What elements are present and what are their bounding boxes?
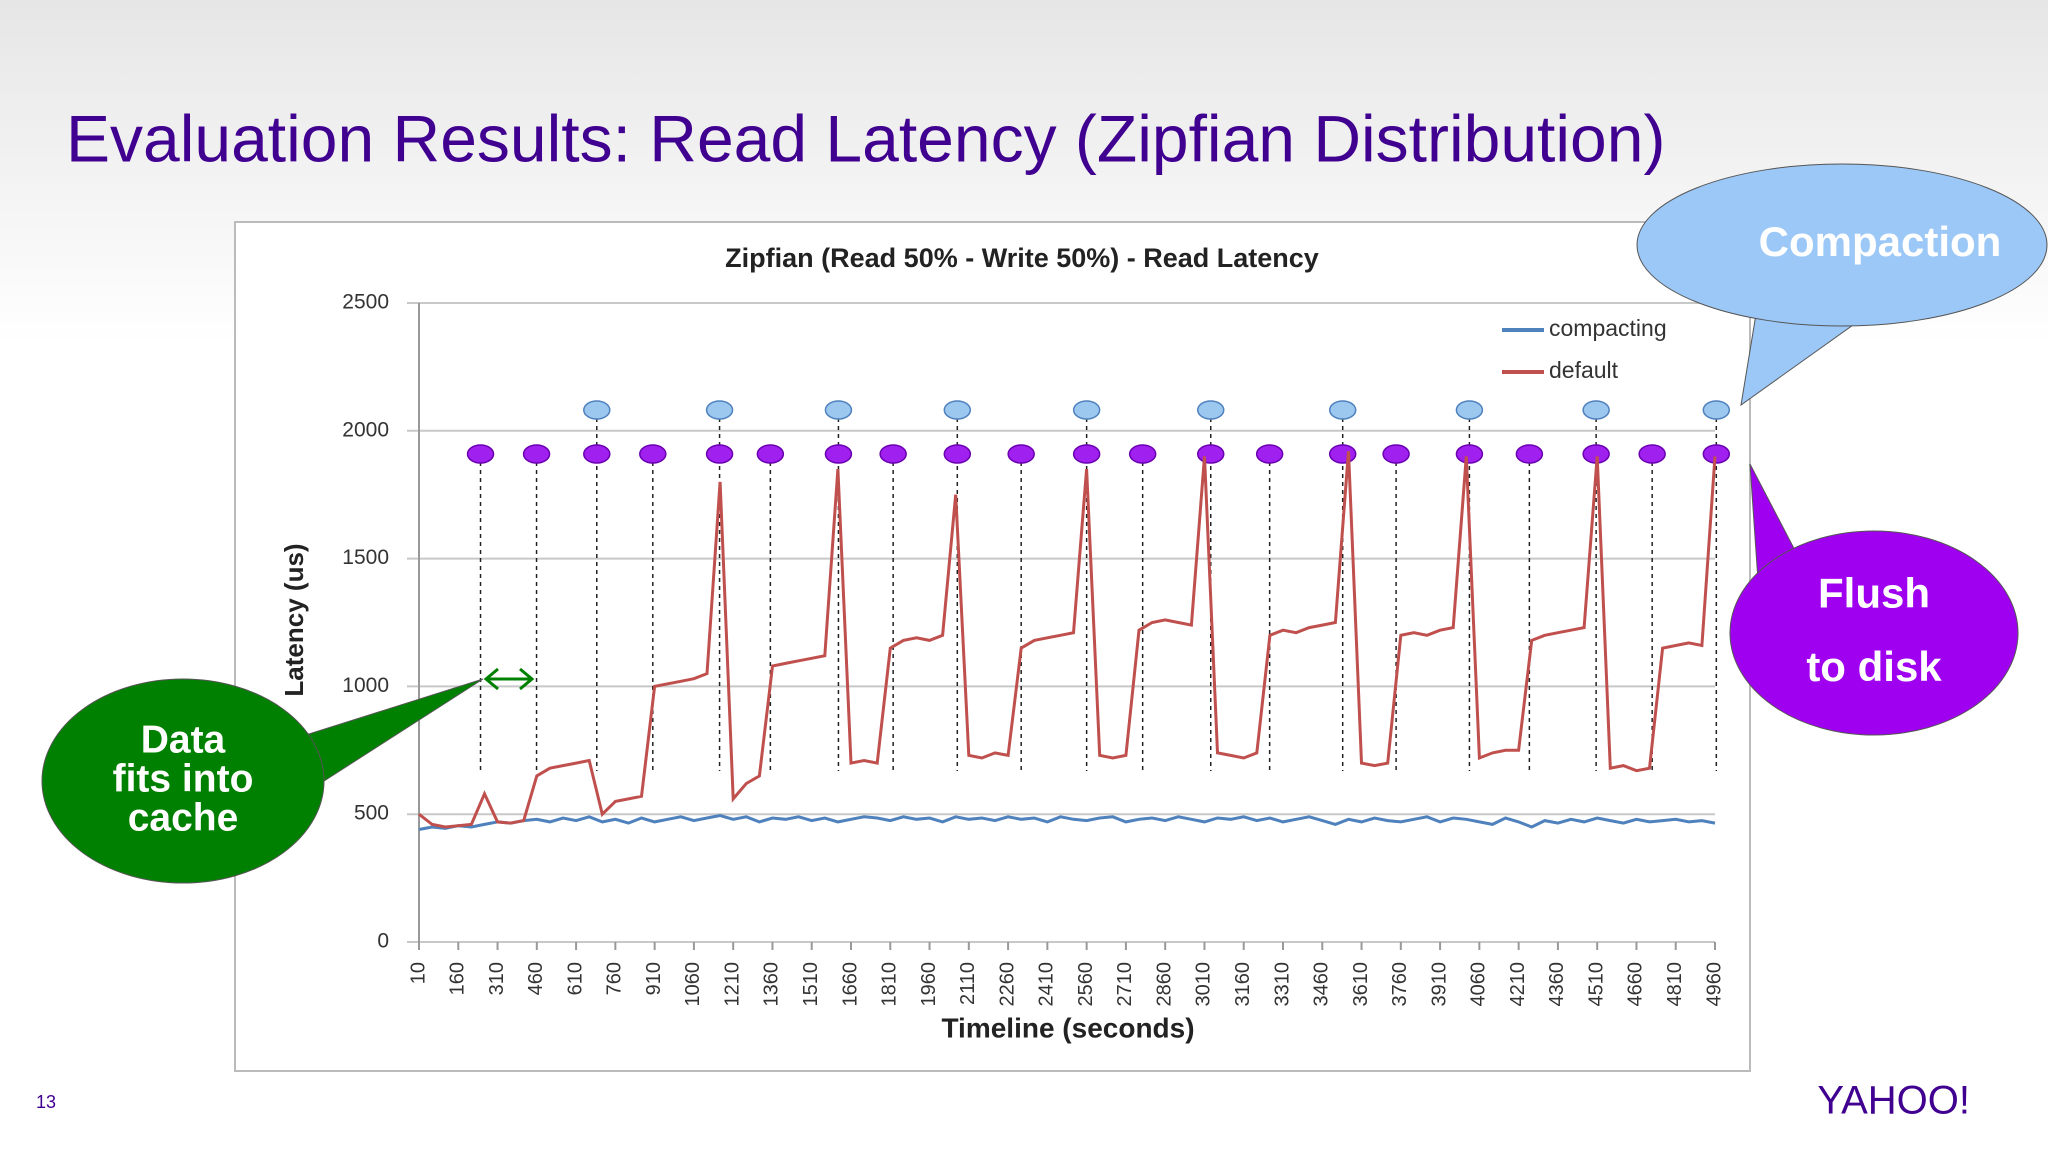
flush-marker [1328, 444, 1357, 464]
x-tick-label: 2410 [1036, 962, 1058, 1007]
flush-marker [1196, 444, 1225, 464]
x-tick-label: 2110 [957, 962, 979, 1005]
series-line [418, 813, 1716, 831]
flush-marker [1128, 444, 1157, 464]
flush-marker [1515, 444, 1544, 464]
x-tick-label: 4510 [1585, 962, 1607, 1007]
y-tick-label: 2000 [342, 418, 389, 441]
x-tick-label: 1960 [918, 962, 940, 1007]
x-tick-label: 2860 [1153, 962, 1175, 1007]
flush-marker [639, 444, 667, 464]
x-tick-label: 310 [486, 962, 508, 995]
callout [1729, 530, 2019, 736]
y-tick-label: 0 [377, 930, 389, 953]
x-tick-label: 3760 [1389, 962, 1411, 1007]
y-tick-label: 1500 [342, 546, 389, 569]
x-tick-label: 1210 [721, 962, 743, 1007]
arrow-head [483, 667, 499, 691]
x-tick-label: 3010 [1193, 962, 1215, 1007]
x-tick-label: 610 [564, 962, 586, 995]
flush-marker [756, 444, 785, 464]
compaction-marker [824, 400, 853, 420]
compaction-marker [1072, 400, 1101, 420]
arrow-head [519, 667, 535, 691]
flush-marker [1455, 444, 1484, 464]
y-tick-label: 1000 [342, 674, 389, 697]
slide-title: Evaluation Results: Read Latency (Zipfia… [66, 101, 1665, 175]
flush-marker [1007, 444, 1035, 464]
x-tick-label: 4660 [1625, 962, 1647, 1007]
x-tick-label: 460 [525, 962, 547, 995]
flush-marker [522, 444, 551, 464]
flush-marker [879, 444, 907, 464]
flush-marker [1702, 444, 1731, 464]
logo: YAHOO! [1817, 1079, 1970, 1123]
x-tick-label: 4210 [1507, 962, 1529, 1007]
chart-title: Zipfian (Read 50% - Write 50%) - Read La… [725, 243, 1319, 273]
callout-text: cache [128, 796, 239, 839]
legend-label: compacting [1549, 315, 1667, 341]
x-tick-label: 760 [604, 962, 626, 995]
x-tick-label: 4060 [1468, 962, 1490, 1007]
x-tick-label: 3160 [1232, 962, 1254, 1007]
flush-marker [824, 444, 853, 464]
callout-text: Flush [1818, 569, 1930, 616]
callout [41, 678, 325, 884]
x-tick-label: 910 [643, 962, 665, 995]
y-axis-label: Latency (us) [279, 543, 309, 696]
flush-marker [1638, 444, 1666, 464]
x-tick-label: 2260 [996, 962, 1018, 1007]
x-tick-label: 1660 [839, 962, 861, 1007]
flush-marker [1072, 444, 1101, 464]
y-tick-label: 2500 [342, 291, 389, 314]
x-tick-label: 3310 [1271, 962, 1293, 1007]
x-tick-label: 4360 [1546, 962, 1568, 1007]
compaction-marker [1582, 400, 1610, 420]
x-tick-label: 10 [407, 962, 429, 984]
callout-text: fits into [113, 757, 254, 800]
x-tick-label: 4960 [1703, 962, 1725, 1007]
compaction-marker [583, 400, 611, 420]
compaction-marker [1196, 400, 1225, 420]
compaction-marker [1455, 400, 1484, 420]
compaction-marker [1702, 400, 1731, 420]
x-tick-label: 1510 [800, 962, 822, 1007]
x-axis-label: Timeline (seconds) [941, 1012, 1194, 1043]
y-tick-label: 500 [354, 802, 389, 825]
x-tick-label: 2710 [1114, 962, 1136, 1007]
x-tick-label: 3460 [1311, 962, 1333, 1007]
x-tick-label: 1360 [761, 962, 783, 1007]
flush-marker [1382, 444, 1410, 464]
x-tick-label: 2560 [1075, 962, 1097, 1007]
flush-marker [466, 444, 495, 464]
flush-marker [943, 444, 972, 464]
flush-marker [1255, 444, 1284, 464]
compaction-marker [705, 400, 734, 420]
compaction-marker [1328, 400, 1357, 420]
callout-text: Data [141, 718, 226, 761]
x-tick-label: 1060 [682, 962, 704, 1007]
x-tick-label: 3610 [1350, 962, 1372, 1007]
chart-frame [234, 221, 1751, 1072]
x-tick-label: 1810 [879, 962, 901, 1007]
x-tick-label: 3910 [1428, 962, 1450, 1007]
callout-text: to disk [1806, 643, 1942, 690]
callout-text: Compaction [1759, 218, 2002, 265]
series-line [418, 451, 1717, 829]
legend-label: default [1549, 357, 1619, 383]
flush-marker [705, 444, 734, 464]
x-tick-label: 160 [447, 962, 469, 995]
compaction-marker [943, 400, 972, 420]
callout [1636, 163, 2048, 327]
x-tick-label: 4810 [1664, 962, 1686, 1007]
page-number: 13 [36, 1092, 56, 1112]
flush-marker [583, 444, 611, 464]
